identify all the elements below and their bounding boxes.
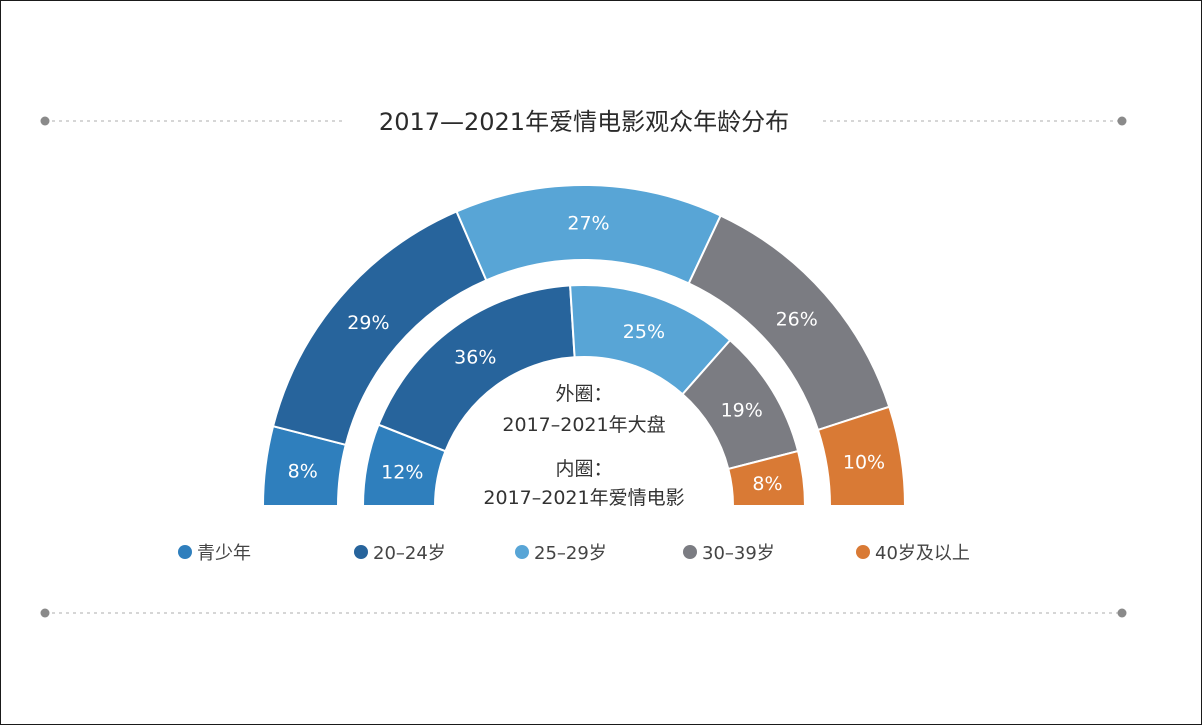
inner-label-20-24: 36% [454, 346, 496, 368]
legend-label-30-39: 30–39岁 [702, 543, 775, 564]
legend-label-25-29: 25–29岁 [534, 543, 607, 564]
center-annotation: 外圈： 2017–2021年大盘 内圈： 2017–2021年爱情电影 [483, 383, 684, 509]
legend-swatch-teen [178, 545, 192, 559]
outer-ring-label-heading: 外圈： [555, 383, 612, 405]
outer-label-25-29: 27% [567, 213, 609, 235]
inner-ring-label-heading: 内圈： [555, 458, 612, 480]
legend-item-20-24: 20–24岁 [354, 543, 446, 564]
legend-swatch-40-plus [856, 545, 870, 559]
inner-label-teen: 12% [381, 461, 423, 483]
legend-item-40-plus: 40岁及以上 [856, 543, 970, 564]
inner-label-25-29: 25% [623, 321, 665, 343]
inner-ring-label-name: 2017–2021年爱情电影 [483, 487, 684, 509]
outer-label-40-plus: 10% [843, 452, 885, 474]
legend-label-40-plus: 40岁及以上 [875, 543, 970, 564]
outer-segment-40-plus [816, 405, 907, 507]
inner-label-30-39: 19% [721, 399, 763, 421]
outer-label-teen: 8% [288, 461, 318, 483]
legend: 青少年 20–24岁 25–29岁 30–39岁 40岁及以上 [178, 543, 970, 564]
legend-item-30-39: 30–39岁 [683, 543, 775, 564]
legend-label-teen: 青少年 [197, 543, 251, 564]
inner-label-40-plus: 8% [752, 473, 782, 495]
title-decoration [40, 116, 1127, 126]
legend-label-20-24: 20–24岁 [373, 543, 446, 564]
inner-ring: 12% 36% 25% 19% 8% [361, 284, 807, 507]
legend-swatch-25-29 [515, 545, 529, 559]
outer-ring: 8% 29% 27% 26% 10% [261, 184, 907, 507]
bottom-decoration [40, 608, 1127, 618]
inner-segment-40-plus [727, 449, 807, 507]
chart-title: 2017—2021年爱情电影观众年龄分布 [379, 108, 789, 136]
outer-label-20-24: 29% [347, 312, 389, 334]
legend-swatch-30-39 [683, 545, 697, 559]
outer-ring-label-name: 2017–2021年大盘 [502, 414, 665, 436]
legend-swatch-20-24 [354, 545, 368, 559]
outer-label-30-39: 26% [776, 309, 818, 331]
legend-item-teen: 青少年 [178, 543, 251, 564]
legend-item-25-29: 25–29岁 [515, 543, 607, 564]
